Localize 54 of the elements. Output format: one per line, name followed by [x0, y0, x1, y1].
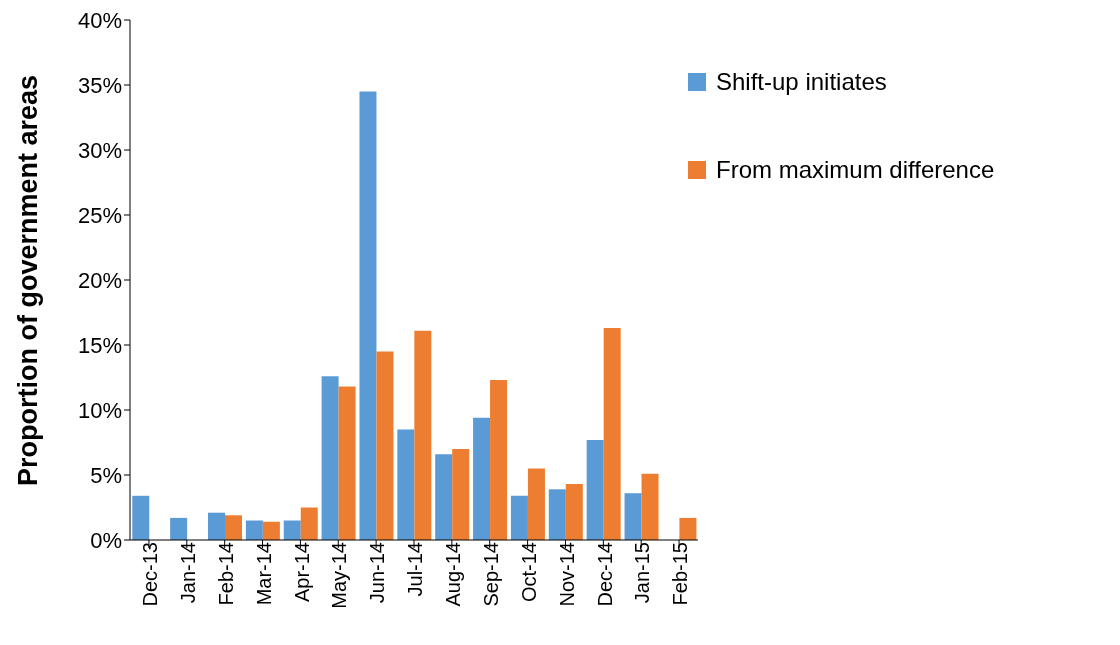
bar [300, 507, 318, 540]
x-tick-label: Oct-14 [517, 542, 540, 603]
y-axis-title: Proportion of government areas [13, 74, 45, 486]
x-tick-label: Nov-14 [555, 542, 578, 607]
x-tick-label: Jan-15 [631, 542, 654, 604]
bar [338, 386, 356, 540]
y-tick-label: 40% [77, 7, 122, 33]
bar [225, 515, 243, 540]
bar [435, 454, 453, 540]
y-tick-label: 15% [77, 332, 122, 358]
y-tick-label: 25% [77, 202, 122, 228]
x-tick-label: Jan-14 [177, 542, 199, 604]
bar [414, 330, 432, 540]
bar [641, 473, 659, 540]
bar [376, 351, 394, 540]
y-tick-label: 35% [77, 72, 122, 98]
x-tick-label: Aug-14 [442, 542, 465, 607]
x-tick-label: Apr-14 [290, 542, 313, 603]
bar [359, 91, 377, 540]
x-tick-label: Sep-14 [479, 542, 502, 607]
bar [262, 521, 280, 540]
x-tick-label: Dec-14 [593, 542, 616, 607]
x-tick-label: Dec-13 [139, 542, 162, 607]
y-tick-label: 30% [77, 137, 122, 163]
x-tick-label: May-14 [328, 542, 351, 609]
bar [397, 429, 415, 540]
legend-label: From maximum difference [716, 156, 995, 184]
bar [321, 376, 339, 540]
y-tick-label: 10% [77, 397, 122, 423]
bar [586, 439, 604, 540]
legend-label: Shift-up initiates [716, 68, 887, 96]
bar [452, 449, 470, 540]
y-tick-label: 20% [77, 267, 122, 293]
bar [510, 495, 528, 540]
bar [490, 380, 508, 540]
x-tick-label: Jun-14 [366, 542, 389, 604]
bar [603, 328, 621, 540]
bar [170, 517, 188, 540]
y-tick-label: 5% [90, 462, 122, 488]
y-tick-label: 0% [90, 527, 122, 553]
x-tick-label: Mar-14 [252, 542, 275, 606]
bar [245, 520, 263, 540]
x-tick-label: Jul-14 [404, 542, 427, 597]
bar [283, 520, 301, 540]
bar [565, 484, 583, 540]
x-tick-label: Feb-14 [214, 542, 237, 606]
bar [132, 495, 150, 540]
x-tick-label: Feb-15 [669, 542, 692, 606]
bar [527, 468, 545, 540]
bar [624, 493, 642, 540]
bar [548, 489, 566, 540]
bar [473, 417, 491, 540]
bar [208, 512, 226, 540]
bar [679, 517, 697, 540]
